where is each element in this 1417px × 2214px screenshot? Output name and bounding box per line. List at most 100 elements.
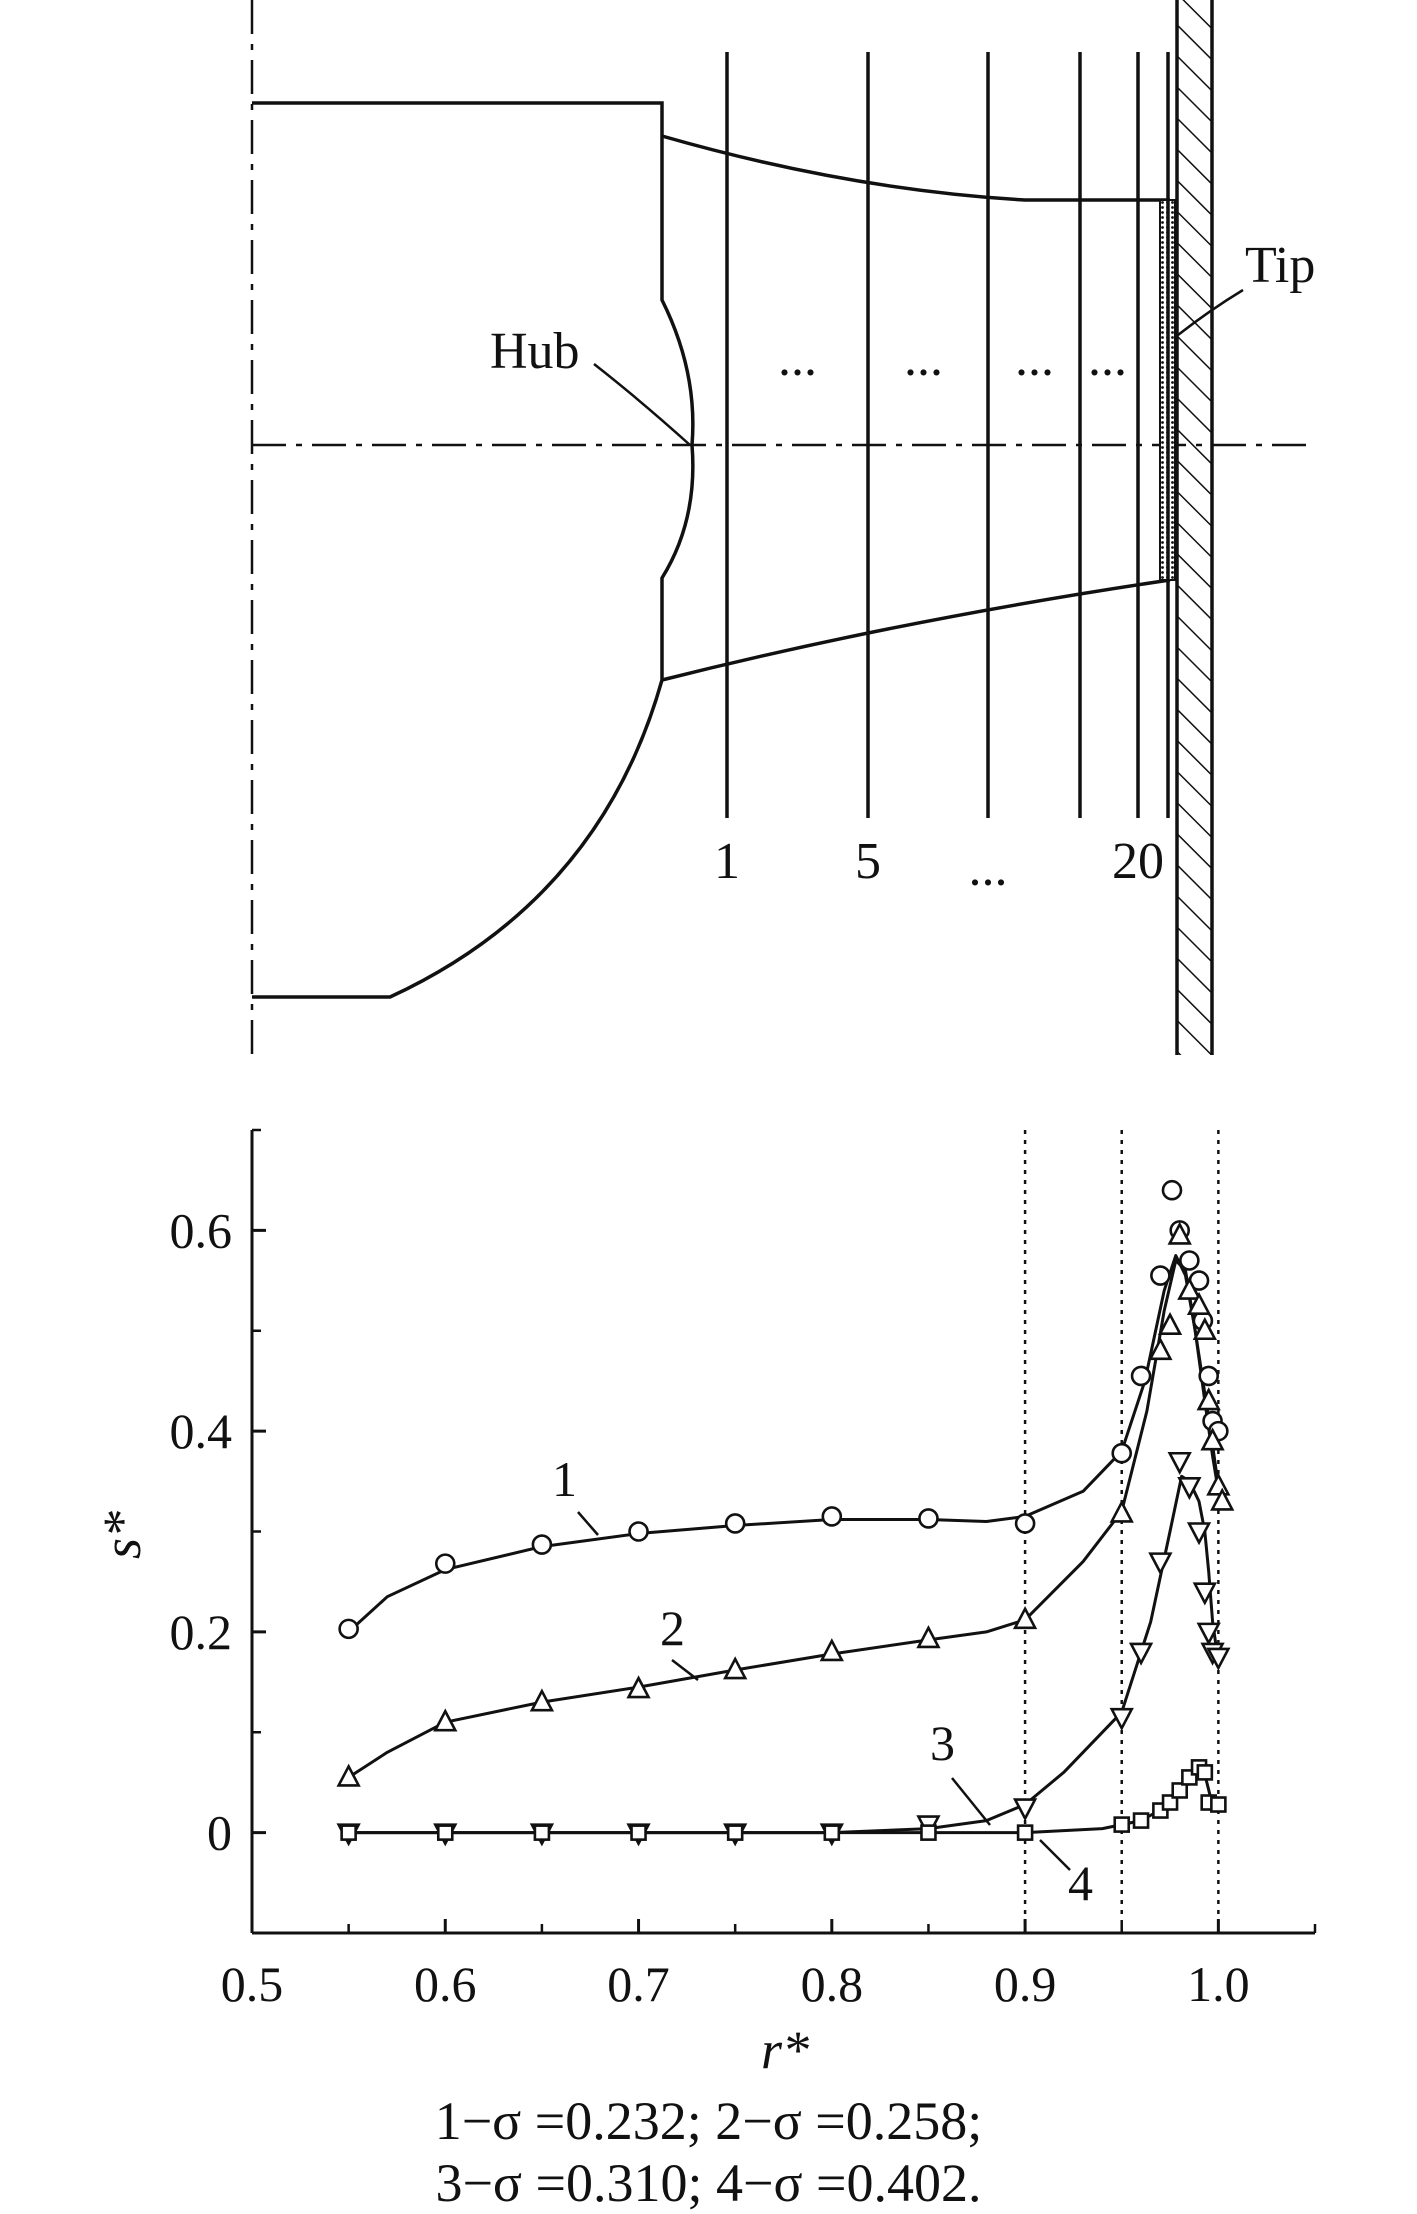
dots-3: ... — [1015, 330, 1054, 387]
series-2-curve — [347, 1259, 1220, 1779]
series-2-point — [819, 1638, 844, 1662]
series-4-point — [340, 1824, 357, 1841]
series-2-point — [1186, 1291, 1212, 1315]
hub-label: Hub — [490, 323, 580, 380]
series-2-point — [529, 1688, 555, 1712]
chart-ticks: 0.5 0.6 0.7 0.8 0.9 1.0 0 0.2 0.4 0.6 — [170, 1128, 1317, 2012]
series-2-point — [916, 1625, 941, 1649]
series-3-point — [1109, 1707, 1134, 1731]
station-label-1: 1 — [714, 833, 740, 890]
curve-label-1: 1 — [552, 1451, 577, 1507]
series-1-point — [1198, 1365, 1219, 1387]
chart: 0.5 0.6 0.7 0.8 0.9 1.000.20.40.6 1 2 3 4 s* … — [92, 1128, 1317, 2080]
curve-label-2-leader — [671, 1659, 699, 1681]
station-label-5: 5 — [855, 833, 881, 890]
series-2-point — [723, 1656, 748, 1680]
x-tick-label: 0.6 — [414, 1956, 477, 2012]
series-1-point — [434, 1553, 456, 1574]
series-2-point — [626, 1675, 651, 1699]
chart-curves — [347, 1254, 1220, 1835]
x-tick-label: 1.0 — [1187, 1956, 1250, 2012]
series-4-point — [1210, 1796, 1227, 1813]
series-1-point — [1150, 1265, 1171, 1286]
series-4-curve — [348, 1768, 1220, 1835]
series-4-point — [533, 1824, 551, 1841]
x-tick-label: 0.5 — [221, 1956, 284, 2012]
station-label-dots: ... — [969, 840, 1008, 897]
series-1-curve — [347, 1254, 1220, 1634]
series-2-point — [336, 1763, 361, 1787]
hub-leader — [593, 363, 691, 446]
series-1-point — [1179, 1250, 1200, 1271]
series-1-point — [724, 1513, 746, 1534]
y-axis-label: s* — [92, 1511, 152, 1559]
series-1-point — [1161, 1179, 1183, 1201]
series-1-point — [1014, 1513, 1036, 1534]
blade-upper-edge — [661, 134, 1170, 202]
series-3-point — [1192, 1582, 1217, 1606]
station-label-20: 20 — [1112, 833, 1164, 890]
series-1-point — [1130, 1365, 1152, 1387]
series-2-point — [1206, 1472, 1231, 1496]
series-4-point — [726, 1824, 744, 1841]
y-tick-label: 0.2 — [170, 1604, 233, 1660]
series-2-point — [1200, 1427, 1225, 1451]
caption-line-2: 3−σ =0.310; 4−σ =0.402. — [435, 2153, 982, 2213]
series-1-point — [338, 1618, 359, 1640]
series-3-point — [1167, 1451, 1192, 1476]
x-tick-label: 0.7 — [607, 1956, 670, 2012]
curve-label-3: 3 — [930, 1715, 955, 1771]
series-4-point — [1132, 1812, 1150, 1829]
x-tick-label: 0.9 — [994, 1956, 1057, 2012]
tip-label: Tip — [1245, 237, 1315, 294]
series-3-point — [1012, 1798, 1038, 1822]
series-4-point — [1016, 1824, 1034, 1841]
series-4-point — [920, 1824, 937, 1841]
series-2-point — [1148, 1337, 1173, 1361]
series-3-point — [1148, 1552, 1173, 1576]
series-4-point — [1196, 1764, 1214, 1781]
y-tick-label: 0 — [207, 1805, 232, 1861]
y-tick-label: 0.6 — [170, 1202, 233, 1258]
dots-2: ... — [904, 330, 943, 387]
series-2-point — [1109, 1499, 1134, 1523]
curve-label-1-leader — [577, 1511, 599, 1536]
compressor-schematic — [250, 0, 1310, 1060]
series-1-point — [821, 1506, 843, 1527]
series-4-point — [436, 1824, 454, 1841]
curve-label-2: 2 — [660, 1600, 685, 1656]
dots-4: ... — [1088, 330, 1127, 387]
curve-label-3-leader — [951, 1777, 991, 1826]
series-2-point — [1167, 1221, 1192, 1245]
series-1-point — [628, 1521, 649, 1542]
series-1-point — [918, 1508, 939, 1529]
casing-wall — [1177, 0, 1212, 1055]
series-4-point — [630, 1824, 647, 1841]
series-3-point — [1196, 1622, 1221, 1646]
series-3-point — [1186, 1522, 1212, 1546]
series-3-point — [1177, 1477, 1202, 1501]
series-2-point — [1157, 1311, 1183, 1336]
series-2-point — [1012, 1606, 1038, 1630]
series-4-point — [1113, 1816, 1131, 1833]
tip-leader — [1177, 288, 1244, 336]
blade-lower-edge — [661, 578, 1171, 682]
x-tick-label: 0.8 — [801, 1956, 864, 2012]
curve-label-4-leader — [1039, 1839, 1071, 1871]
series-4-point — [823, 1824, 841, 1841]
caption-line-1: 1−σ =0.232; 2−σ =0.258; — [434, 2091, 983, 2151]
series-4-point — [1161, 1794, 1179, 1811]
series-1-point — [531, 1534, 553, 1555]
x-axis-label: r* — [761, 2020, 809, 2080]
dots-1: ... — [778, 330, 817, 387]
hub-body — [252, 101, 695, 999]
series-3-point — [1206, 1647, 1231, 1671]
series-2-point — [1192, 1316, 1217, 1341]
series-3-curve — [348, 1474, 1220, 1835]
series-2-point — [1210, 1487, 1235, 1511]
series-2-point — [1177, 1276, 1202, 1300]
series-1-point — [1111, 1442, 1133, 1464]
series-4-point — [1171, 1782, 1189, 1799]
series-2-point — [1196, 1387, 1221, 1411]
